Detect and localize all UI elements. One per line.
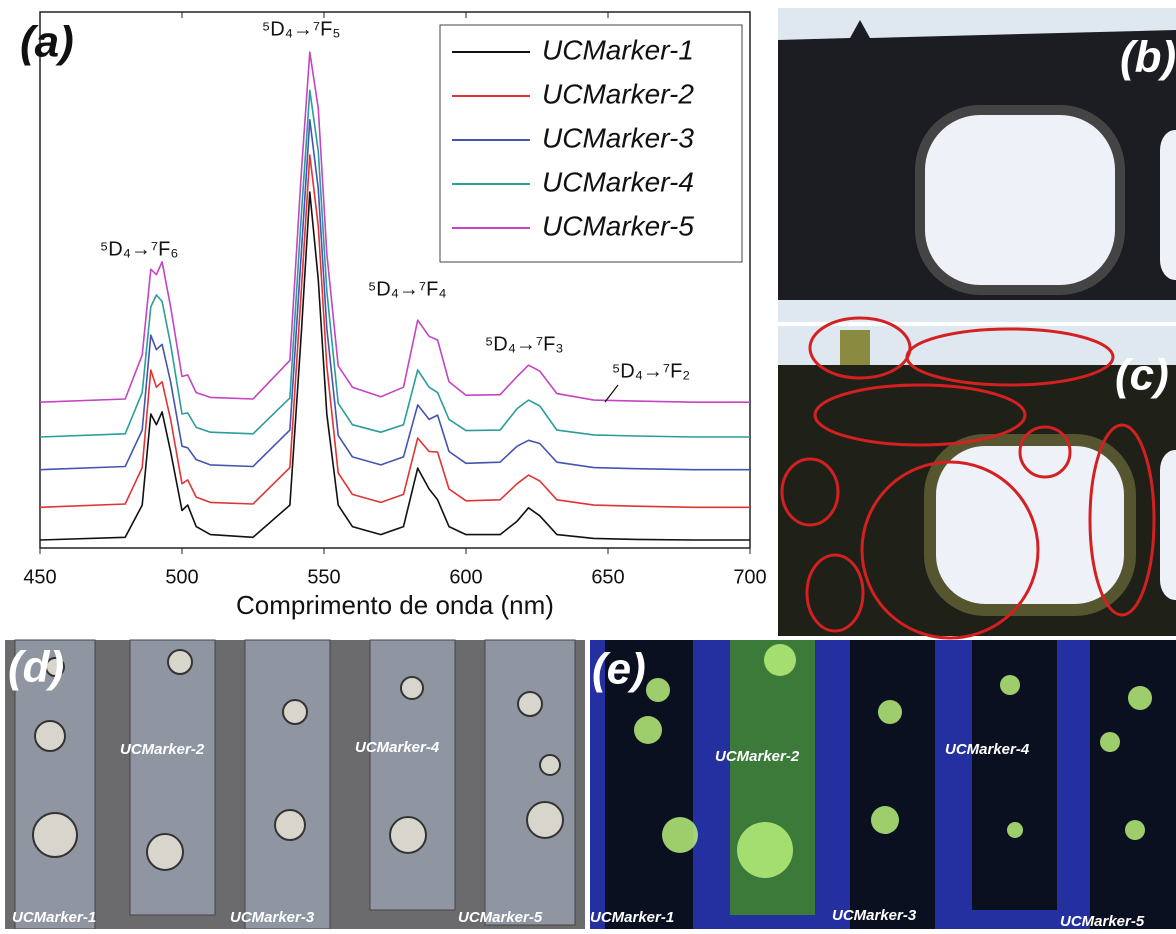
x-tick-label: 650 xyxy=(591,566,624,588)
strip-label: UCMarker-5 xyxy=(1060,913,1145,929)
strip-label: UCMarker-4 xyxy=(355,739,440,756)
panel-label: (c) xyxy=(1115,351,1169,400)
strip-label: UCMarker-3 xyxy=(832,907,917,924)
strip-label: UCMarker-1 xyxy=(590,909,674,926)
x-tick-label: 700 xyxy=(733,566,766,588)
strip-label: UCMarker-3 xyxy=(230,909,315,926)
x-axis-label: Comprimento de onda (nm) xyxy=(236,590,554,620)
legend-label: UCMarker-2 xyxy=(542,78,694,109)
legend-label: UCMarker-4 xyxy=(542,166,694,197)
annotation: ⁵D₄→⁷F₅ xyxy=(262,18,340,40)
legend-label: UCMarker-1 xyxy=(542,34,694,65)
x-tick-label: 600 xyxy=(449,566,482,588)
x-tick-label: 500 xyxy=(165,566,198,588)
panel-label: (a) xyxy=(20,18,74,67)
annotation: ⁵D₄→⁷F₂ xyxy=(612,360,690,382)
panel-label: (d) xyxy=(8,643,64,692)
photo-e: (e) UCMarker-1 UCMarker-2 UCMarker-3 UCM… xyxy=(590,640,1176,929)
chart: (a) Comprimento de onda (nm) 450 500 550 60… xyxy=(20,12,767,620)
strip-label: UCMarker-2 xyxy=(120,741,205,758)
strip-label: UCMarker-2 xyxy=(715,748,800,765)
x-tick-label: 450 xyxy=(23,566,56,588)
photo-d: (d) UCMarker-1 UCMarker-2 UCMarker-3 UCM… xyxy=(5,640,585,929)
strip-label: UCMarker-4 xyxy=(945,741,1030,758)
annotation: ⁵D₄→⁷F₃ xyxy=(485,333,564,355)
photo-c: (c) xyxy=(778,318,1176,638)
annotation: ⁵D₄→⁷F₆ xyxy=(100,238,178,260)
x-tick-label: 550 xyxy=(307,566,340,588)
figure: (b) (c) xyxy=(0,0,1176,929)
annotation-arrow xyxy=(605,385,618,402)
panel-label: (b) xyxy=(1120,33,1176,82)
photo-b: (b) xyxy=(778,8,1176,322)
legend-label: UCMarker-3 xyxy=(542,122,694,153)
strip-label: UCMarker-5 xyxy=(458,909,543,926)
annotation: ⁵D₄→⁷F₄ xyxy=(368,278,447,300)
strip-label: UCMarker-1 xyxy=(12,909,96,926)
legend-label: UCMarker-5 xyxy=(542,210,694,241)
panel-label: (e) xyxy=(592,645,646,694)
